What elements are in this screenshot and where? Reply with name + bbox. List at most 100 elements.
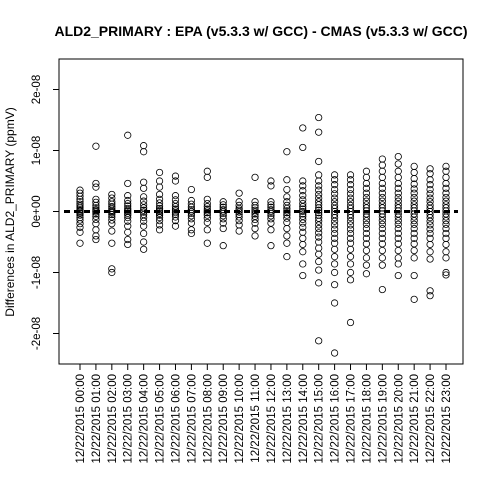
data-point [315, 186, 323, 194]
data-point [140, 245, 148, 253]
data-point [346, 234, 355, 242]
data-point [299, 177, 307, 185]
data-point [346, 171, 355, 179]
data-point [219, 242, 227, 250]
data-point [283, 198, 291, 206]
data-point [426, 229, 434, 238]
data-point [362, 189, 371, 197]
x-tick-label: 12/22/2015 20:00 [393, 374, 405, 464]
data-point [442, 224, 450, 233]
data-point [315, 250, 323, 258]
data-point [426, 165, 434, 173]
data-point [299, 228, 307, 236]
data-point [203, 239, 211, 247]
data-point [124, 222, 132, 230]
data-point [124, 179, 132, 188]
series-group [140, 142, 148, 253]
data-point [108, 210, 116, 219]
data-point [331, 253, 339, 261]
data-point [346, 198, 355, 206]
data-point [140, 184, 148, 192]
data-point [155, 168, 164, 177]
data-point [76, 216, 84, 224]
data-point [378, 217, 386, 225]
data-point [426, 198, 434, 206]
data-point [251, 219, 259, 227]
data-point [331, 349, 339, 357]
data-point [299, 124, 307, 132]
series-group [410, 162, 418, 303]
data-point [442, 184, 450, 192]
data-point [108, 227, 116, 235]
data-point [155, 202, 164, 210]
data-point [283, 214, 291, 222]
data-point [92, 235, 100, 244]
data-point [155, 214, 164, 222]
data-point [331, 221, 339, 229]
data-point [378, 173, 386, 181]
data-point [362, 224, 371, 233]
data-point [124, 228, 132, 236]
data-point [76, 239, 84, 247]
data-point [410, 295, 418, 303]
data-point [426, 170, 434, 178]
data-point [362, 193, 371, 202]
data-point [299, 271, 307, 280]
data-point [426, 225, 434, 233]
data-point [315, 224, 323, 233]
data-point [442, 240, 450, 249]
data-point [219, 209, 227, 217]
data-point [283, 253, 291, 261]
data-point [362, 167, 371, 175]
data-point [315, 257, 323, 266]
data-point [124, 240, 132, 249]
data-point [331, 299, 339, 307]
data-point [410, 185, 418, 193]
data-point [346, 276, 355, 284]
data-point [394, 260, 402, 268]
data-point [219, 198, 227, 206]
data-point [155, 195, 164, 203]
data-point [378, 234, 386, 242]
data-point [219, 219, 227, 227]
data-point [378, 161, 386, 169]
data-point [92, 183, 100, 191]
data-point [410, 180, 418, 188]
data-point [299, 187, 307, 195]
series-group [267, 177, 275, 250]
data-point [442, 217, 450, 225]
series-group [442, 162, 450, 279]
x-tick-label: 12/22/2015 00:00 [75, 374, 87, 464]
series-group [203, 167, 211, 247]
data-point [394, 271, 402, 280]
data-point [315, 190, 323, 199]
data-point [410, 197, 418, 205]
data-point [92, 226, 100, 234]
data-point [315, 128, 323, 136]
data-point [378, 155, 386, 163]
y-tick-label: -2e-08 [31, 317, 43, 350]
data-point [187, 212, 195, 220]
data-point [315, 229, 323, 237]
data-point [410, 229, 418, 238]
data-point [410, 224, 418, 233]
data-point [426, 255, 434, 263]
data-point [187, 200, 195, 208]
data-point [394, 167, 402, 175]
data-point [394, 220, 402, 228]
series-group [394, 153, 402, 280]
data-point [331, 268, 339, 277]
data-point [362, 213, 371, 221]
data-point [315, 266, 323, 274]
data-point [410, 271, 418, 280]
data-point [235, 227, 243, 235]
data-point [378, 220, 386, 228]
x-tick-label: 12/22/2015 17:00 [346, 374, 358, 464]
x-tick-label: 12/22/2015 22:00 [425, 374, 437, 464]
data-point [235, 189, 243, 197]
data-point [394, 224, 402, 233]
data-points [76, 113, 450, 357]
data-point [76, 220, 84, 228]
data-point [124, 196, 132, 205]
data-point [140, 214, 148, 222]
